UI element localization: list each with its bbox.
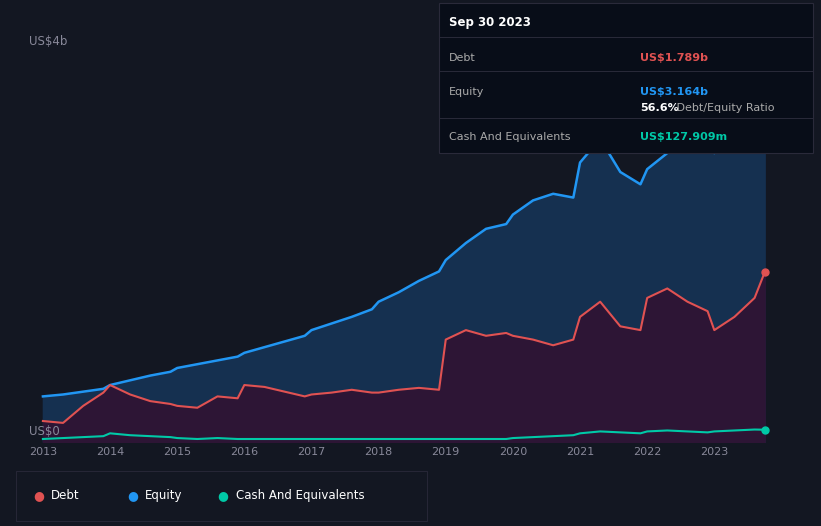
- Text: Cash And Equivalents: Cash And Equivalents: [236, 489, 365, 502]
- Text: US$3.164b: US$3.164b: [640, 87, 709, 97]
- Text: Debt: Debt: [51, 489, 80, 502]
- Text: US$0: US$0: [29, 425, 60, 438]
- Text: ●: ●: [127, 489, 138, 502]
- Text: 56.6%: 56.6%: [640, 103, 679, 113]
- Text: Debt/Equity Ratio: Debt/Equity Ratio: [673, 103, 775, 113]
- Text: US$127.909m: US$127.909m: [640, 132, 727, 142]
- Text: US$1.789b: US$1.789b: [640, 53, 709, 63]
- Text: Debt: Debt: [449, 53, 476, 63]
- Text: Equity: Equity: [449, 87, 484, 97]
- Text: Sep 30 2023: Sep 30 2023: [449, 16, 531, 29]
- Text: Cash And Equivalents: Cash And Equivalents: [449, 132, 571, 142]
- Text: Equity: Equity: [145, 489, 183, 502]
- Text: ●: ●: [218, 489, 228, 502]
- Text: US$4b: US$4b: [29, 35, 67, 48]
- Text: ●: ●: [33, 489, 44, 502]
